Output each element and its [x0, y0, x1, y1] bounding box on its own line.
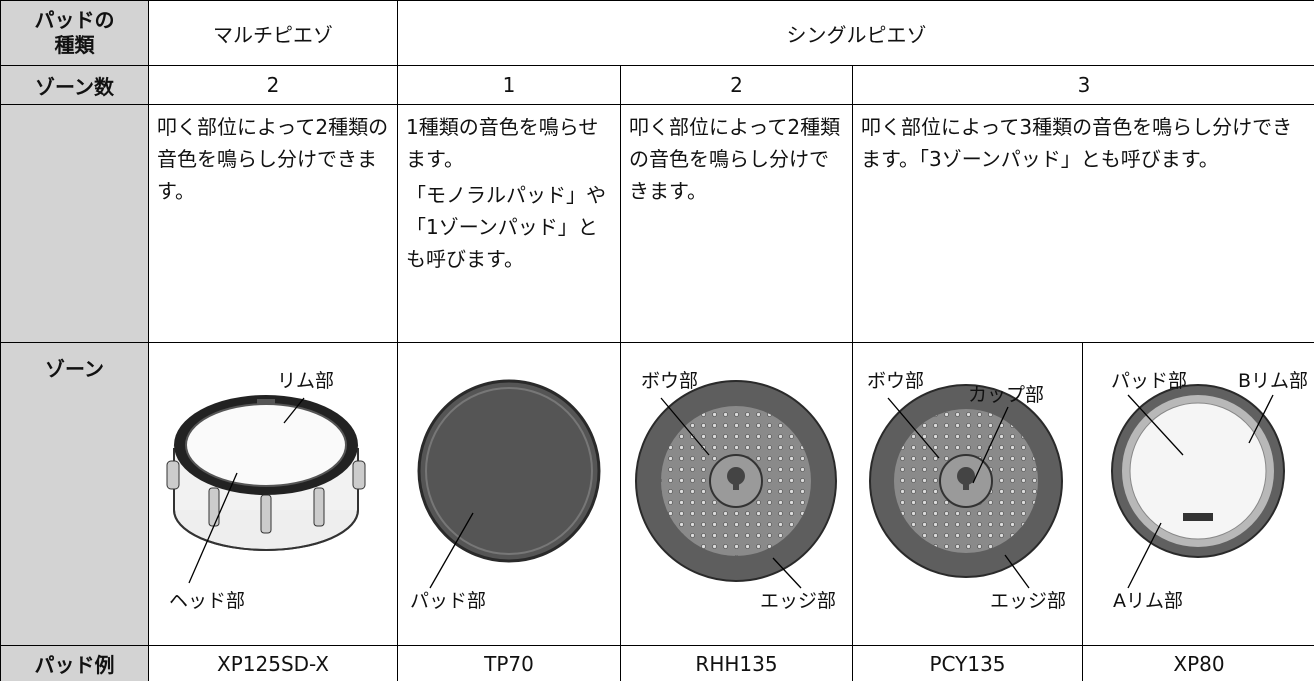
paragraph: 1種類の音色を鳴らせます。: [406, 115, 599, 171]
zone-label: Bリム部: [1238, 370, 1309, 392]
zone-label: パッド部: [1111, 370, 1188, 392]
zone-label: リム部: [277, 370, 335, 392]
row: ゾーン数 2 1 2 3: [0, 65, 1314, 105]
cell: パッド部 Bリム部 Aリム部: [1082, 342, 1314, 646]
paragraph: 叩く部位によって2種類の音色を鳴らし分けできます。: [629, 115, 841, 203]
cell: TP70: [397, 645, 621, 681]
cell: リム部 ヘッド部: [148, 342, 398, 646]
cell: 叩く部位によって2種類の音色を鳴らし分けできます。: [620, 104, 853, 343]
zone: ボウ部 カップ部 エッジ部: [853, 343, 1082, 645]
row-header: パッド例: [0, 645, 149, 681]
paragraph: 叩く部位によって3種類の音色を鳴らし分けできます。「3ゾーンパッド」とも呼びます…: [861, 115, 1293, 171]
zone-label: カップ部: [968, 384, 1045, 406]
zone-label: パッド部: [410, 590, 487, 612]
illustration-part: [1127, 522, 1162, 589]
cymbal-illustration: [635, 380, 837, 589]
row-header: ゾーン数: [0, 65, 149, 105]
row: パッド例 XP125SD-X TP70 RHH135 PCY135 XP80: [0, 645, 1314, 681]
row: 叩く部位によって2種類の音色を鳴らし分けできます。 1種類の音色を鳴らせます。「…: [0, 104, 1314, 343]
illustration-part: [733, 476, 739, 490]
cell: 叩く部位によって3種類の音色を鳴らし分けできます。「3ゾーンパッド」とも呼びます…: [852, 104, 1314, 343]
cymbal-illustration: [869, 384, 1063, 589]
illustration-part: [1129, 402, 1267, 540]
cell: パッド部: [397, 342, 621, 646]
cell: ボウ部 エッジ部: [620, 342, 853, 646]
illustration-part: [185, 403, 347, 487]
illustration-part: [313, 487, 325, 527]
illustration-part: [283, 397, 305, 424]
cell: PCY135: [852, 645, 1083, 681]
zone-label: Aリム部: [1113, 590, 1183, 612]
cell: シングルピエゾ: [397, 0, 1314, 66]
zone: リム部 ヘッド部: [149, 343, 397, 645]
pad-illustration: [1111, 384, 1285, 589]
illustration-part: [425, 387, 593, 555]
cell: 1: [397, 65, 621, 105]
zone: パッド部: [398, 343, 620, 645]
row-header: パッドの種類: [0, 0, 149, 66]
illustration-part: [660, 397, 710, 456]
illustration-part: [963, 476, 969, 490]
paragraph: 叩く部位によって2種類の音色を鳴らし分けできます。: [157, 115, 389, 203]
illustration-part: [188, 472, 238, 584]
zone-label: ヘッド部: [169, 590, 246, 612]
illustration-part: [1248, 394, 1274, 444]
row: ゾーン リム部 ヘッド部 パッド部 ボウ部 エッジ部 ボウ部 カップ部 エッジ部…: [0, 342, 1314, 646]
illustration-part: [352, 460, 366, 490]
cell: 2: [620, 65, 853, 105]
cell: マルチピエゾ: [148, 0, 398, 66]
illustration-part: [417, 379, 601, 563]
illustration-part: [173, 509, 359, 551]
row-header: ゾーン: [0, 342, 149, 646]
paragraph: 「モノラルパッド」や「1ゾーンパッド」とも呼びます。: [406, 183, 606, 271]
illustration-part: [887, 397, 940, 459]
illustration-part: [972, 406, 1009, 484]
zone-label: ボウ部: [641, 370, 699, 392]
zone-label: ボウ部: [867, 370, 925, 392]
cell: 1種類の音色を鳴らせます。「モノラルパッド」や「1ゾーンパッド」とも呼びます。: [397, 104, 621, 343]
zone: ボウ部 エッジ部: [621, 343, 852, 645]
cell: XP80: [1082, 645, 1314, 681]
cell: 2: [148, 65, 398, 105]
illustration-part: [257, 399, 275, 405]
cell: ボウ部 カップ部 エッジ部: [852, 342, 1083, 646]
illustration-part: [166, 460, 180, 490]
illustration-part: [208, 487, 220, 527]
cell: RHH135: [620, 645, 853, 681]
snare-illustration: [166, 395, 366, 584]
zone-label: エッジ部: [989, 590, 1066, 612]
row: パッドの種類 マルチピエゾ シングルピエゾ: [0, 0, 1314, 66]
cell: 3: [852, 65, 1314, 105]
illustration-part: [429, 512, 474, 589]
row-header: [0, 104, 149, 343]
illustration-part: [1127, 394, 1184, 456]
cell: XP125SD-X: [148, 645, 398, 681]
cell: 叩く部位によって2種類の音色を鳴らし分けできます。: [148, 104, 398, 343]
illustration-part: [1004, 554, 1030, 589]
illustration-part: [1183, 513, 1213, 521]
zone: パッド部 Bリム部 Aリム部: [1083, 343, 1314, 645]
header-text: パッドの種類: [34, 8, 115, 57]
zone-label: エッジ部: [759, 590, 836, 612]
pad-illustration: [417, 379, 601, 589]
illustration-part: [260, 494, 272, 534]
illustration-part: [772, 557, 802, 589]
